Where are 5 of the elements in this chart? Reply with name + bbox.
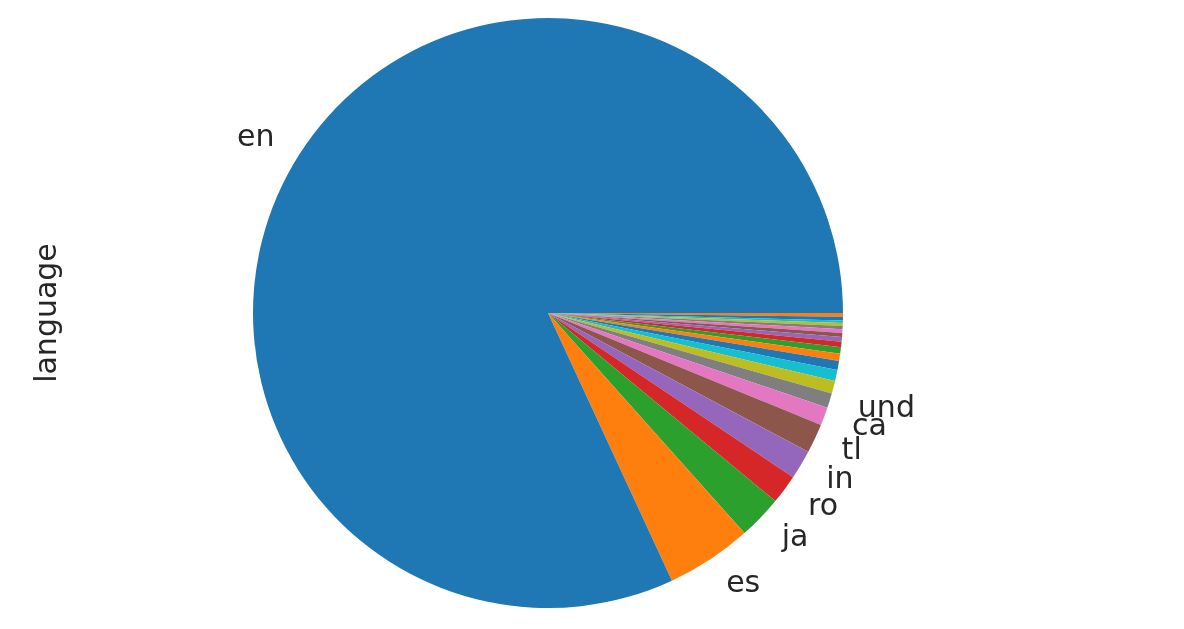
slice-label: ja (780, 517, 809, 553)
slice-label: en (237, 118, 275, 154)
text: language (27, 243, 63, 383)
slice-label: in (826, 459, 854, 495)
slice-label: es (726, 564, 761, 600)
